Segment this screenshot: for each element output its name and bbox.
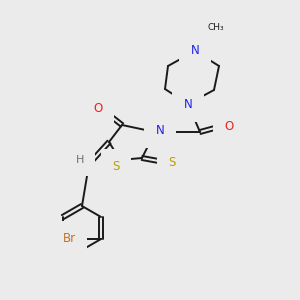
Text: S: S (112, 160, 120, 173)
Text: S: S (168, 155, 176, 169)
Text: N: N (184, 98, 192, 110)
Text: O: O (93, 103, 103, 116)
Text: CH₃: CH₃ (207, 23, 224, 32)
Text: N: N (156, 124, 164, 136)
Text: O: O (224, 119, 234, 133)
Text: Br: Br (62, 232, 76, 245)
Text: H: H (76, 155, 84, 165)
Text: N: N (190, 44, 200, 58)
